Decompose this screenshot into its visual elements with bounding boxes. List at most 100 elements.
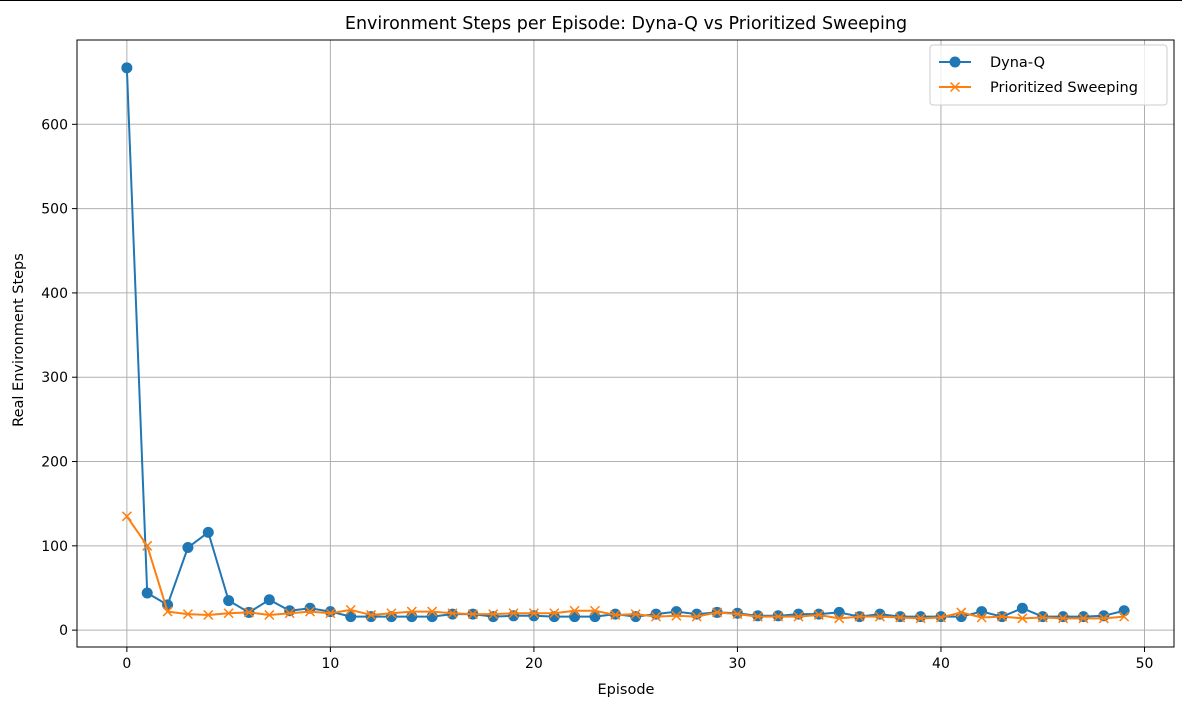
prioritized-sweeping-point [528,608,539,619]
top-border [0,0,1182,1]
prioritized-sweeping-point [589,605,601,616]
prioritized-sweeping-point [284,608,295,619]
y-tick-label: 100 [41,539,68,555]
legend: Dyna-Q Prioritized Sweeping [929,44,1168,106]
prioritized-sweeping-point [773,611,784,622]
prioritized-sweeping-point [447,608,458,619]
prioritized-sweeping-point [976,612,987,623]
y-tick-label: 0 [59,623,68,639]
plot-frame [76,39,1175,648]
series-layer [121,62,1130,624]
prioritized-sweeping-point [874,611,885,622]
prioritized-sweeping-line [126,515,1125,620]
dyna-q-point [202,526,214,538]
dyna-q-point [304,602,316,614]
dyna-q-point [121,62,133,74]
prioritized-sweeping-point [305,606,316,617]
legend-entry-dyna-q: Dyna-Q [939,55,1045,71]
legend-label-prioritized-sweeping: Prioritized Sweeping [990,80,1138,96]
series-prioritized-sweeping [121,511,1130,624]
prioritized-sweeping-point [1058,613,1069,624]
y-tick-label: 500 [41,202,68,218]
x-tick-label: 30 [729,656,747,672]
x-tick-label: 40 [932,656,950,672]
prioritized-sweeping-point [223,608,234,619]
dyna-q-point [976,606,988,618]
y-tick-label: 200 [41,455,68,471]
dyna-q-point [1057,611,1069,623]
dyna-q-point [1118,605,1130,617]
prioritized-sweeping-point [406,606,417,617]
prioritized-sweeping-point [834,613,845,624]
dyna-q-point [141,587,153,599]
prioritized-sweeping-point [935,612,946,623]
x-tick-label: 0 [122,656,131,672]
prioritized-sweeping-point [345,604,356,615]
prioritized-sweeping-point [1037,612,1048,623]
prioritized-sweeping-point [752,611,763,622]
dyna-q-point [263,594,275,606]
dyna-q-point [223,595,235,607]
dyna-q-point [833,606,845,618]
chart-title: Environment Steps per Episode: Dyna-Q vs… [345,14,907,34]
prioritized-sweeping-point [569,605,580,616]
prioritized-sweeping-point [162,606,173,617]
dyna-q-point [1016,602,1028,614]
legend-frame [929,44,1168,106]
prioritized-sweeping-point [813,609,824,620]
prioritized-sweeping-point [121,511,132,522]
series-dyna-q [121,62,1130,623]
x-tick-label: 10 [321,656,339,672]
dyna-q-point [915,611,927,623]
prioritized-sweeping-point [386,608,397,619]
prioritized-sweeping-point [956,607,967,618]
prioritized-sweeping-point [671,610,682,621]
prioritized-sweeping-point [793,611,804,622]
prioritized-sweeping-point [895,612,906,623]
x-axis-label: Episode [598,682,655,698]
prioritized-sweeping-point [549,608,560,619]
prioritized-sweeping-point [1119,611,1130,622]
dyna-q-point [345,611,357,623]
y-tick-label: 600 [41,117,68,133]
prioritized-sweeping-point [650,611,662,622]
dyna-q-point [589,611,601,623]
prioritized-sweeping-point [243,607,255,618]
dyna-q-point [1077,611,1089,623]
dyna-q-point [406,611,418,623]
prioritized-sweeping-point [1017,613,1028,624]
legend-marker-prioritized-sweeping [949,81,961,93]
prioritized-sweeping-point [732,609,743,620]
legend-items: Dyna-Q Prioritized Sweeping [939,55,1138,96]
y-tick-label: 300 [41,370,68,386]
prioritized-sweeping-point [996,611,1008,622]
dyna-q-point [324,606,336,618]
y-tick-label: 400 [41,286,68,302]
prioritized-sweeping-point [854,611,865,622]
prioritized-sweeping-point [142,540,153,551]
prioritized-sweeping-point [712,607,723,618]
legend-label-dyna-q: Dyna-Q [990,55,1045,71]
dyna-q-point [182,542,194,554]
prioritized-sweeping-point [691,611,702,622]
prioritized-sweeping-point [366,609,377,620]
dyna-q-line [125,67,1125,618]
legend-marker-dyna-q [949,56,961,68]
legend-entry-prioritized-sweeping: Prioritized Sweeping [939,80,1138,96]
prioritized-sweeping-point [264,609,275,620]
y-axis-label: Real Environment Steps [11,253,27,427]
prioritized-sweeping-point [610,609,621,620]
prioritized-sweeping-point [630,609,641,620]
prioritized-sweeping-point [467,609,478,620]
prioritized-sweeping-point [508,608,519,619]
x-tick-label: 20 [525,656,543,672]
prioritized-sweeping-point [203,609,214,620]
grid-lines [77,40,1174,647]
prioritized-sweeping-point [427,606,438,617]
prioritized-sweeping-point [182,609,193,620]
dyna-q-point [426,611,438,623]
prioritized-sweeping-point [1098,613,1109,624]
